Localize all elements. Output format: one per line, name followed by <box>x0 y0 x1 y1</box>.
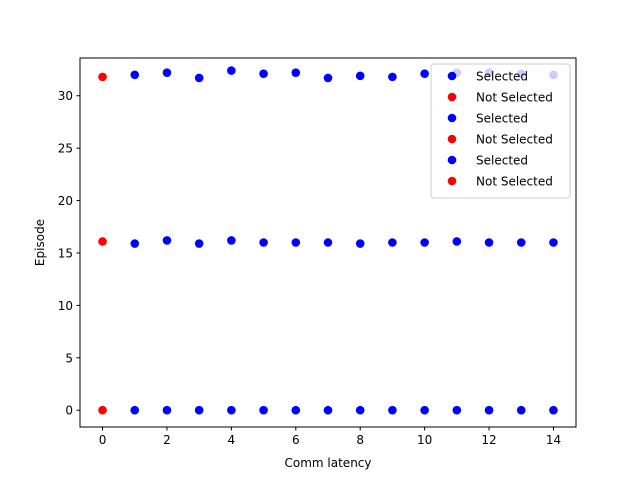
y-tick-label-3: 15 <box>58 246 73 260</box>
x-tick-label-3: 6 <box>292 433 300 447</box>
legend-marker-3 <box>447 134 457 144</box>
data-point-s0-12 <box>516 405 526 415</box>
y-axis-label: Episode <box>33 219 47 266</box>
legend-marker-1 <box>447 92 457 102</box>
legend-label-2: Selected <box>476 112 528 126</box>
data-point-s4-8 <box>388 72 397 82</box>
data-point-s4-0 <box>130 70 140 80</box>
data-point-s0-4 <box>259 405 268 415</box>
data-point-s0-0 <box>130 405 140 415</box>
data-point-s0-6 <box>323 405 333 415</box>
data-point-s2-4 <box>259 238 268 247</box>
data-point-s0-9 <box>420 405 429 415</box>
data-point-s2-6 <box>323 238 333 247</box>
x-tick-label-2: 4 <box>228 433 236 447</box>
data-point-s4-6 <box>323 73 333 83</box>
legend-marker-0 <box>447 71 457 81</box>
data-point-s2-13 <box>549 238 558 247</box>
y-tick-label-4: 20 <box>58 194 73 208</box>
data-point-s5-0 <box>98 72 107 82</box>
legend-label-5: Not Selected <box>476 175 553 189</box>
x-tick-label-0: 0 <box>99 433 107 447</box>
data-point-s0-3 <box>227 405 236 415</box>
data-point-s2-3 <box>227 236 236 245</box>
data-point-s0-1 <box>162 405 172 415</box>
legend-label-1: Not Selected <box>476 91 553 105</box>
y-tick-label-5: 25 <box>58 142 73 156</box>
legend-box <box>430 63 571 199</box>
data-point-s2-12 <box>516 238 526 247</box>
legend: Selected Not Selected Selected Not Selected… <box>430 63 571 199</box>
x-tick-label-6: 12 <box>481 433 496 447</box>
legend-marker-5 <box>447 176 457 186</box>
data-point-s0-11 <box>484 405 494 415</box>
data-point-s4-1 <box>162 68 172 77</box>
data-point-s2-8 <box>388 238 397 247</box>
data-point-s0-8 <box>388 405 397 415</box>
data-point-s2-0 <box>130 239 140 248</box>
y-tick-label-0: 0 <box>65 404 73 418</box>
data-point-s4-2 <box>194 73 204 83</box>
x-tick-label-4: 8 <box>356 433 364 447</box>
data-point-s2-5 <box>291 238 301 247</box>
y-tick-label-2: 10 <box>58 299 73 313</box>
x-tick-label-1: 2 <box>163 433 171 447</box>
data-point-s0-5 <box>291 405 301 415</box>
data-point-s2-11 <box>484 238 494 247</box>
legend-label-3: Not Selected <box>476 133 553 147</box>
data-point-s0-10 <box>452 405 462 415</box>
data-point-s3-0 <box>98 237 107 246</box>
legend-marker-2 <box>447 113 457 123</box>
data-point-s2-1 <box>162 236 172 245</box>
data-point-s2-7 <box>355 239 365 248</box>
data-point-s0-2 <box>194 405 204 415</box>
legend-label-0: Selected <box>476 70 528 84</box>
data-point-s0-7 <box>355 405 365 415</box>
y-tick-label-1: 5 <box>65 351 73 365</box>
y-tick-label-6: 30 <box>58 89 73 103</box>
x-tick-label-5: 10 <box>417 433 432 447</box>
data-point-s4-9 <box>420 69 429 79</box>
axis-ticks: 0 2 4 6 8 10 12 14 0 5 10 15 20 25 30 <box>58 89 561 447</box>
legend-marker-4 <box>447 155 457 165</box>
data-point-s2-2 <box>194 239 204 248</box>
x-axis-label: Comm latency <box>285 456 372 470</box>
data-point-s4-3 <box>227 66 236 75</box>
plot-frame <box>79 57 577 428</box>
legend-label-4: Selected <box>476 154 528 168</box>
data-point-s0-13 <box>549 405 558 415</box>
data-point-s2-9 <box>420 238 429 247</box>
x-tick-label-7: 14 <box>546 433 561 447</box>
data-point-s4-5 <box>291 68 301 77</box>
data-point-s4-4 <box>259 69 268 79</box>
data-point-s2-10 <box>452 237 462 246</box>
data-point-s4-7 <box>355 71 365 81</box>
data-point-s1-0 <box>98 405 107 415</box>
